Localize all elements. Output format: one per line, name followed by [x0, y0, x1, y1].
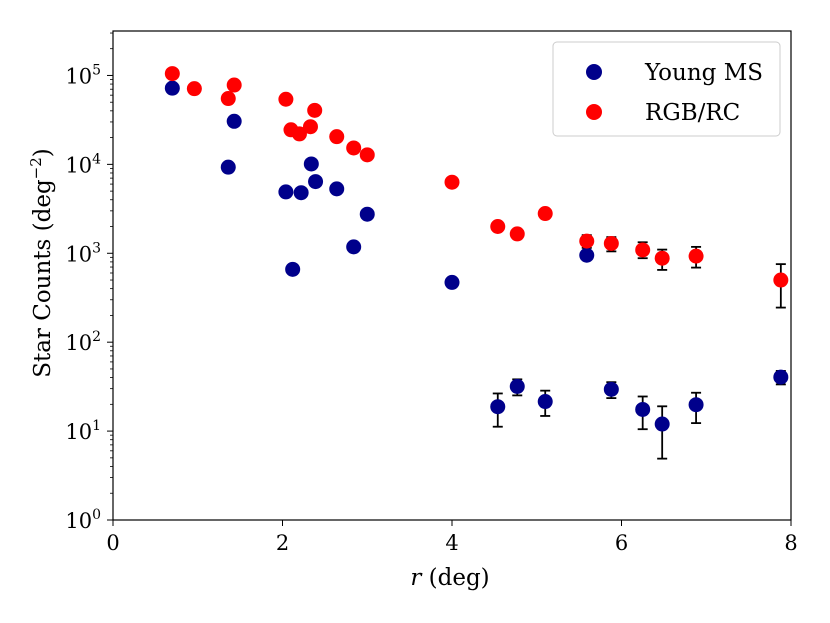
rgb-rc-point — [220, 91, 236, 107]
rgb-rc-point — [359, 147, 375, 163]
y-tick-label: 105 — [65, 62, 101, 88]
x-axis-label: r (deg) — [410, 565, 489, 591]
y-tick-label: 103 — [65, 240, 101, 266]
young-ms-point — [635, 401, 651, 417]
young-ms-point — [293, 185, 309, 201]
young-ms-point — [164, 80, 180, 96]
y-tick-label: 101 — [65, 418, 101, 444]
young-ms-point — [654, 416, 670, 432]
x-tick-label: 8 — [784, 531, 797, 555]
rgb-rc-point — [226, 77, 242, 93]
rgb-rc-point — [444, 174, 460, 190]
young-ms-point — [329, 181, 345, 197]
rgb-rc-point — [278, 91, 294, 107]
rgb-rc-point — [635, 242, 651, 258]
young-ms-point — [773, 369, 789, 385]
young-ms-point — [278, 184, 294, 200]
y-axis-label: Star Counts (deg−2) — [27, 148, 56, 378]
x-tick-label: 0 — [106, 531, 119, 555]
legend: Young MS RGB/RC — [552, 41, 781, 137]
x-tick-label: 6 — [615, 531, 628, 555]
rgb-rc-point — [302, 119, 318, 135]
rgb-rc-point — [291, 126, 307, 142]
rgb-rc-point — [346, 140, 362, 156]
young-ms-point — [490, 399, 506, 415]
young-ms-point — [603, 381, 619, 397]
legend-label-rgb-rc: RGB/RC — [645, 100, 740, 126]
y-tick-label: 104 — [65, 151, 101, 177]
data-points — [164, 66, 789, 432]
rgb-rc-point — [773, 272, 789, 288]
young-ms-point — [359, 206, 375, 222]
y-tick-label: 102 — [65, 329, 101, 355]
rgb-rc-point — [688, 248, 704, 264]
x-tick-label: 4 — [445, 531, 458, 555]
rgb-rc-point — [537, 206, 553, 222]
young-ms-point — [579, 247, 595, 263]
young-ms-point — [537, 394, 553, 410]
rgb-rc-point — [186, 81, 202, 97]
young-ms-point — [303, 156, 319, 172]
rgb-rc-point — [579, 233, 595, 249]
rgb-rc-point — [654, 250, 670, 266]
young-ms-point — [308, 174, 324, 190]
young-ms-point — [688, 397, 704, 413]
young-ms-point — [444, 274, 460, 290]
legend-label-young-ms: Young MS — [644, 60, 763, 86]
legend-marker-rgb-rc — [586, 104, 602, 120]
rgb-rc-point — [603, 235, 619, 251]
young-ms-point — [346, 239, 362, 255]
x-tick-label: 2 — [276, 531, 289, 555]
young-ms-point — [220, 159, 236, 175]
rgb-rc-point — [509, 226, 525, 242]
rgb-rc-point — [307, 102, 323, 118]
young-ms-point — [226, 113, 242, 129]
young-ms-point — [285, 261, 301, 277]
legend-box — [552, 41, 781, 137]
rgb-rc-point — [164, 66, 180, 82]
legend-marker-young-ms — [586, 64, 602, 80]
young-ms-point — [509, 378, 525, 394]
rgb-rc-point — [329, 129, 345, 145]
rgb-rc-point — [490, 219, 506, 235]
axis-ticks: 0 2 4 6 8 100 101 102 103 104 105 — [65, 32, 798, 555]
y-tick-label: 100 — [65, 507, 101, 533]
